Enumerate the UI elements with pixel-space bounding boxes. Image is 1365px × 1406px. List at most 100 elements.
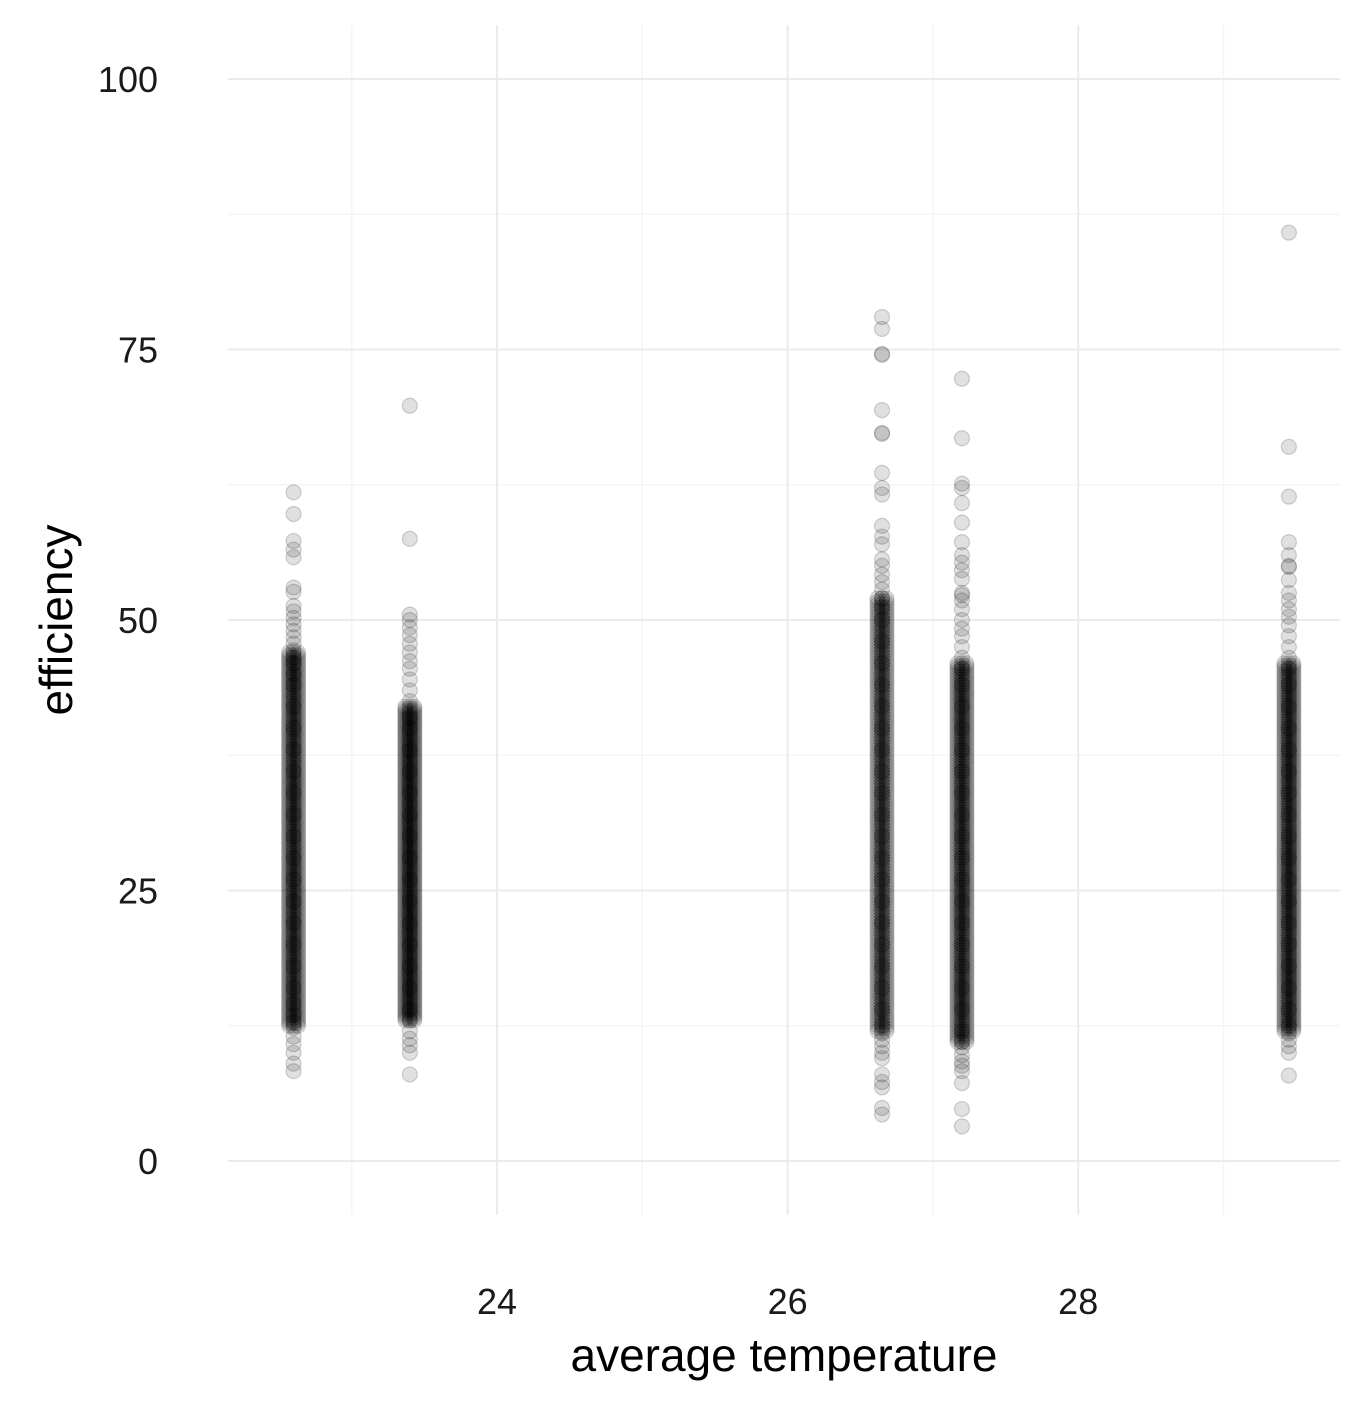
data-point — [289, 897, 307, 914]
data-point — [401, 725, 418, 742]
data-point — [869, 744, 886, 762]
data-point — [280, 982, 298, 1000]
data-point — [873, 822, 891, 839]
data-point — [949, 958, 966, 975]
data-point — [401, 783, 418, 800]
data-point — [406, 1001, 423, 1018]
data-point — [406, 906, 423, 924]
data-point — [406, 716, 423, 733]
data-point — [869, 692, 886, 709]
data-point — [289, 796, 307, 813]
data-point — [958, 977, 975, 994]
data-point — [285, 783, 302, 800]
data-point — [289, 942, 307, 960]
data-point — [397, 823, 414, 841]
data-point — [873, 655, 891, 672]
data-point — [285, 801, 302, 818]
data-point — [285, 868, 302, 885]
data-point — [401, 709, 418, 726]
data-point — [949, 779, 966, 796]
data-point — [406, 947, 423, 964]
data-point — [949, 1014, 966, 1032]
data-point — [401, 761, 418, 778]
data-point — [873, 729, 891, 746]
data-point — [401, 853, 418, 870]
data-point — [397, 1012, 414, 1029]
data-point — [406, 965, 423, 982]
data-point — [869, 905, 886, 922]
data-point — [406, 902, 423, 919]
data-point — [289, 671, 307, 688]
data-point — [406, 707, 423, 724]
data-point — [280, 759, 298, 776]
data-point — [289, 996, 307, 1013]
data-point — [406, 830, 423, 847]
data-point — [953, 936, 971, 953]
data-point — [285, 921, 302, 938]
data-point — [397, 877, 414, 894]
data-point — [878, 673, 895, 690]
data-point — [406, 1009, 423, 1027]
data-point — [397, 801, 414, 818]
data-point — [285, 980, 302, 997]
data-point — [406, 819, 423, 836]
data-point — [873, 695, 891, 712]
data-point — [289, 913, 307, 930]
data-point — [873, 670, 891, 687]
data-point — [285, 847, 302, 864]
data-point — [397, 929, 414, 946]
data-point — [869, 713, 886, 731]
data-point — [406, 969, 423, 986]
data-point — [949, 917, 966, 934]
data-point — [953, 898, 971, 915]
data-point — [280, 807, 298, 824]
data-point — [953, 793, 971, 810]
data-point — [397, 980, 414, 998]
data-point — [1280, 1067, 1297, 1084]
data-point — [401, 951, 418, 968]
data-point — [285, 799, 302, 816]
data-point — [285, 841, 302, 858]
data-point — [953, 893, 971, 910]
data-point — [953, 947, 971, 964]
data-point — [878, 726, 895, 743]
data-point — [280, 1014, 298, 1032]
data-point — [873, 775, 891, 792]
data-point — [873, 627, 891, 644]
data-point — [949, 933, 966, 950]
data-point — [953, 733, 971, 750]
data-point — [285, 988, 302, 1005]
data-point — [285, 1017, 302, 1034]
data-point — [953, 849, 971, 867]
data-point — [401, 839, 418, 856]
data-point — [285, 852, 302, 869]
data-point — [280, 873, 298, 890]
data-point — [285, 929, 302, 946]
data-point — [953, 868, 971, 886]
data-point — [285, 817, 302, 834]
data-point — [873, 976, 891, 993]
data-point — [953, 1012, 971, 1029]
data-point — [289, 735, 307, 752]
data-point — [285, 979, 302, 996]
data-point — [873, 936, 891, 953]
data-point — [289, 783, 307, 800]
data-point — [953, 987, 971, 1005]
data-point — [873, 893, 891, 910]
data-point — [869, 942, 886, 959]
data-point — [406, 810, 423, 827]
data-point — [280, 700, 298, 717]
data-point — [289, 977, 307, 994]
data-point — [953, 1028, 971, 1045]
data-point — [397, 732, 414, 749]
data-point — [406, 776, 423, 794]
data-point — [958, 1006, 975, 1024]
data-point — [953, 958, 971, 975]
data-point — [869, 769, 886, 786]
data-point — [289, 900, 307, 917]
data-point — [869, 837, 886, 854]
data-point — [401, 900, 418, 917]
data-point — [397, 803, 414, 821]
data-point — [869, 633, 886, 650]
data-point — [280, 721, 298, 738]
